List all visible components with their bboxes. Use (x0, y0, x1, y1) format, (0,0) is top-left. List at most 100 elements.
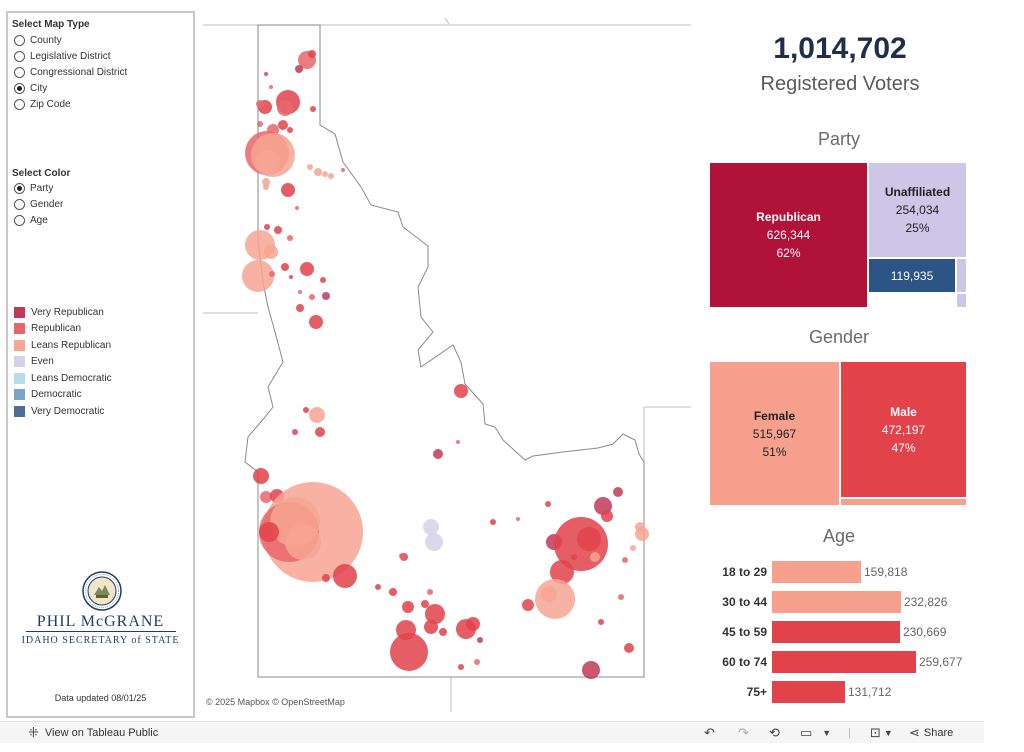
map-type-legislative[interactable]: Legislative District (14, 49, 111, 63)
city-bubble[interactable] (474, 659, 480, 665)
city-bubble[interactable] (541, 586, 557, 602)
city-bubble[interactable] (516, 517, 520, 521)
gender-tile-female[interactable]: Female 515,967 51% (710, 362, 839, 505)
party-tile-unaffiliated[interactable]: Unaffiliated 254,034 25% (869, 163, 966, 257)
city-bubble[interactable] (320, 277, 326, 283)
city-bubble[interactable] (264, 245, 278, 259)
radio-icon[interactable] (14, 214, 25, 226)
city-bubble[interactable] (242, 260, 274, 292)
age-bar[interactable] (772, 561, 861, 583)
redo-button[interactable]: ↷ (738, 722, 749, 744)
city-bubble[interactable] (439, 628, 447, 636)
city-bubble[interactable] (577, 527, 601, 551)
city-bubble[interactable] (269, 271, 275, 277)
city-bubble[interactable] (341, 168, 345, 172)
city-bubble[interactable] (263, 184, 269, 190)
city-bubble[interactable] (278, 120, 288, 130)
city-bubble[interactable] (458, 664, 464, 670)
radio-selected-icon[interactable] (14, 182, 25, 194)
city-bubble[interactable] (454, 384, 468, 398)
city-bubble[interactable] (296, 304, 304, 312)
city-bubble[interactable] (289, 275, 293, 279)
city-bubble[interactable] (433, 449, 443, 459)
age-row[interactable]: 60 to 74 259,677 (710, 651, 970, 673)
age-bar[interactable] (772, 621, 900, 643)
age-row[interactable]: 30 to 44 232,826 (710, 591, 970, 613)
city-bubble[interactable] (314, 168, 322, 176)
city-bubble[interactable] (322, 574, 330, 582)
city-bubble[interactable] (477, 637, 483, 643)
city-bubble[interactable] (402, 601, 414, 613)
city-bubble[interactable] (260, 491, 272, 503)
radio-icon[interactable] (14, 50, 25, 62)
city-bubble[interactable] (375, 584, 381, 590)
city-bubble[interactable] (456, 440, 460, 444)
city-bubble[interactable] (424, 620, 438, 634)
city-bubble[interactable] (310, 106, 316, 112)
pause-button[interactable]: ▭ ▼ (800, 722, 831, 744)
city-bubble[interactable] (262, 178, 270, 186)
city-bubble[interactable] (389, 588, 397, 596)
city-bubble[interactable] (425, 533, 443, 551)
city-bubble[interactable] (322, 171, 328, 177)
city-bubble[interactable] (281, 263, 289, 271)
gender-tile-male[interactable]: Male 472,197 47% (841, 362, 966, 497)
color-party[interactable]: Party (14, 181, 53, 195)
age-bar[interactable] (772, 591, 901, 613)
map-type-zip[interactable]: Zip Code (14, 97, 71, 111)
city-bubble[interactable] (399, 553, 405, 559)
city-bubble[interactable] (421, 600, 429, 608)
city-bubble[interactable] (287, 127, 293, 133)
radio-icon[interactable] (14, 198, 25, 210)
city-bubble[interactable] (613, 487, 623, 497)
color-age[interactable]: Age (14, 213, 48, 227)
legend-item[interactable]: Even (14, 355, 54, 369)
city-bubble[interactable] (300, 262, 314, 276)
city-bubble[interactable] (571, 554, 577, 560)
view-on-tableau-link[interactable]: ⁜ View on Tableau Public (28, 725, 159, 740)
radio-icon[interactable] (14, 34, 25, 46)
city-bubble[interactable] (635, 527, 649, 541)
city-bubble[interactable] (315, 427, 325, 437)
city-bubble[interactable] (490, 519, 496, 525)
city-bubble[interactable] (309, 407, 325, 423)
idaho-map[interactable] (203, 12, 691, 712)
city-bubble[interactable] (333, 564, 357, 588)
map-type-congressional[interactable]: Congressional District (14, 65, 127, 79)
city-bubble[interactable] (624, 643, 634, 653)
city-bubble[interactable] (427, 589, 433, 595)
party-tile-republican[interactable]: Republican 626,344 62% (710, 163, 867, 307)
city-bubble[interactable] (618, 594, 624, 600)
map-type-county[interactable]: County (14, 33, 62, 47)
city-bubble[interactable] (285, 524, 321, 560)
city-bubble[interactable] (259, 522, 279, 542)
city-bubble[interactable] (322, 292, 330, 300)
map-attribution[interactable]: © 2025 Mapbox © OpenStreetMap (206, 697, 345, 707)
radio-icon[interactable] (14, 66, 25, 78)
revert-button[interactable]: ⟲ (769, 722, 780, 744)
city-bubble[interactable] (269, 85, 273, 89)
color-gender[interactable]: Gender (14, 197, 63, 211)
city-bubble[interactable] (545, 501, 551, 507)
party-tile-minor[interactable] (957, 294, 966, 307)
city-bubble[interactable] (256, 100, 264, 108)
legend-item[interactable]: Very Republican (14, 305, 104, 319)
city-bubble[interactable] (295, 65, 303, 73)
city-bubble[interactable] (630, 545, 636, 551)
city-bubble[interactable] (264, 72, 268, 76)
city-bubble[interactable] (550, 560, 574, 584)
party-tile-democratic[interactable]: 119,935 (869, 259, 955, 292)
radio-icon[interactable] (14, 98, 25, 110)
legend-item[interactable]: Democratic (14, 388, 82, 402)
city-bubble[interactable] (277, 100, 293, 116)
share-button[interactable]: ⋖ Share (909, 725, 954, 740)
city-bubble[interactable] (590, 552, 600, 562)
city-bubble[interactable] (274, 226, 282, 234)
age-row[interactable]: 75+ 131,712 (710, 681, 970, 703)
radio-selected-icon[interactable] (14, 82, 25, 94)
age-bar[interactable] (772, 651, 916, 673)
city-bubble[interactable] (309, 315, 323, 329)
city-bubble[interactable] (622, 557, 628, 563)
city-bubble[interactable] (522, 599, 534, 611)
city-bubble[interactable] (256, 150, 280, 174)
